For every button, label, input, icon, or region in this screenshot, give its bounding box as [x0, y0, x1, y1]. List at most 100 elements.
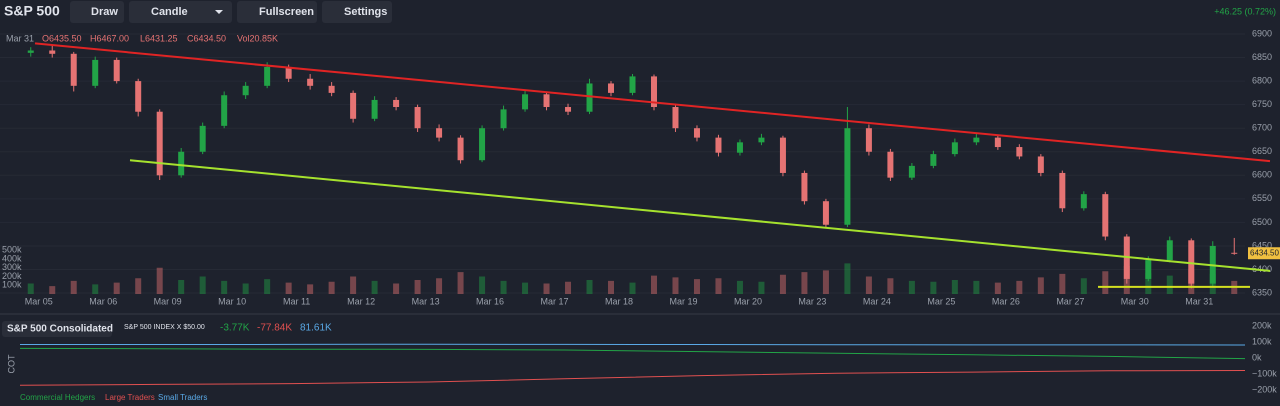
volume-bar [715, 278, 722, 294]
x-tick-label: Mar 24 [863, 296, 891, 306]
y-tick-label: 6900 [1252, 28, 1272, 38]
candle-body [715, 137, 722, 153]
x-tick-label: Mar 26 [992, 296, 1020, 306]
volume-bar [844, 263, 851, 294]
candle-body [650, 76, 657, 108]
y-tick-label: 6500 [1252, 217, 1272, 227]
settings-label[interactable]: Settings [344, 6, 387, 18]
candle-body [135, 81, 142, 112]
volume-bar [522, 282, 529, 294]
candle-body [242, 85, 249, 96]
symbol: S&P 500 [4, 3, 60, 19]
candle-body [543, 94, 550, 108]
volume-bar [672, 277, 679, 294]
volume-tick-label: 400k [2, 253, 22, 263]
candle-body [350, 92, 357, 119]
y-tick-label: 6650 [1252, 146, 1272, 156]
x-tick-label: Mar 31 [1185, 296, 1213, 306]
x-tick-label: Mar 10 [218, 296, 246, 306]
volume-tick-label: 200k [2, 271, 22, 281]
candle-body [994, 137, 1001, 148]
volume-bar [1059, 273, 1066, 294]
volume-tick-label: 300k [2, 262, 22, 272]
volume-bar [457, 272, 464, 294]
candle-body [328, 85, 335, 93]
volume-bar [736, 280, 743, 294]
x-tick-label: Mar 27 [1056, 296, 1084, 306]
settings-button[interactable] [322, 1, 392, 23]
candle-body [693, 128, 700, 138]
x-tick-label: Mar 13 [412, 296, 440, 306]
volume-bar [1102, 271, 1109, 294]
volume-tick-label: 500k [2, 245, 22, 255]
cot-line [19, 347, 1246, 360]
legend-entry: Commercial Hedgers [20, 393, 95, 402]
candle-body [736, 142, 743, 153]
candle-body [92, 59, 99, 86]
candle-body [586, 83, 593, 112]
x-tick-label: Mar 05 [25, 296, 53, 306]
cot-subtitle: S&P 500 INDEX X $50.00 [124, 324, 205, 331]
y-tick-label: −100k [1252, 368, 1277, 378]
fullscreen-label[interactable]: Fullscreen [259, 6, 314, 18]
trendline [129, 159, 1271, 272]
candle-body [27, 50, 34, 53]
volume-bar [865, 276, 872, 294]
candle-body [500, 109, 507, 129]
volume-bar [822, 270, 829, 294]
volume-bar [608, 280, 615, 294]
cot-value: -77.84K [257, 323, 292, 334]
volume-bar [565, 281, 572, 294]
legend-entry: Large Traders [105, 393, 155, 402]
candle-body [1188, 240, 1195, 284]
y-tick-label: 6550 [1252, 193, 1272, 203]
candle-body [1037, 156, 1044, 173]
candle-body [973, 137, 980, 143]
candle-body [1102, 194, 1109, 237]
candle-button[interactable] [129, 1, 232, 23]
dropdown-arrow [215, 10, 223, 14]
y-tick-label: 6750 [1252, 99, 1272, 109]
legend-volume: Vol20.85K [237, 33, 278, 43]
volume-bar [70, 280, 77, 294]
candle-body [113, 59, 120, 82]
candle-body [199, 125, 206, 152]
volume-bar [1080, 278, 1087, 294]
candle-body [522, 94, 529, 110]
candle-body [371, 99, 378, 119]
candle-body [479, 128, 486, 161]
y-tick-label: 0k [1252, 352, 1262, 362]
volume-bar [156, 267, 163, 294]
x-tick-label: Mar 12 [347, 296, 375, 306]
x-tick-label: Mar 19 [669, 296, 697, 306]
candle-label[interactable]: Candle [151, 6, 188, 18]
volume-bar [500, 280, 507, 294]
volume-bar [199, 276, 206, 294]
x-tick-label: Mar 11 [283, 296, 310, 306]
volume-bar [414, 280, 421, 294]
y-tick-label: 6400 [1252, 264, 1272, 274]
volume-bar [543, 283, 550, 294]
candle-body [1166, 240, 1173, 261]
draw-label[interactable]: Draw [91, 6, 118, 18]
volume-bar [135, 278, 142, 294]
cot-value: -3.77K [220, 323, 250, 334]
candle-body [565, 107, 572, 112]
volume-bar [887, 278, 894, 294]
cot-line [20, 343, 1246, 346]
legend-date: Mar 31 [6, 33, 34, 43]
fullscreen-button[interactable] [237, 1, 317, 23]
legend-high: H6467.00 [90, 33, 129, 43]
volume-bar [994, 282, 1001, 294]
y-tick-label: 6600 [1252, 170, 1272, 180]
volume-tick-label: 100k [2, 280, 22, 290]
price-tag [1248, 247, 1280, 260]
draw-button[interactable] [70, 1, 124, 23]
legend-open: O6435.50 [42, 33, 82, 43]
y-tick-label: 6350 [1252, 287, 1272, 297]
candle-body [156, 111, 163, 176]
volume-bar [801, 272, 808, 294]
candle-body [414, 107, 421, 129]
